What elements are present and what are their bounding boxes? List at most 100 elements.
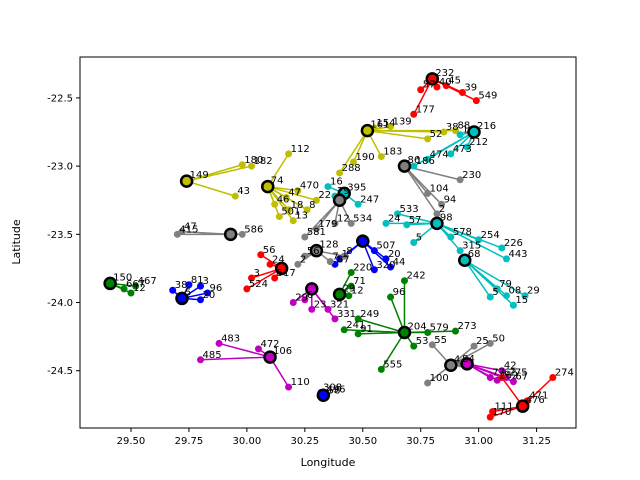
data-point: [502, 292, 510, 300]
data-point-label: 12: [337, 213, 350, 224]
data-point: [447, 233, 455, 241]
data-point: [447, 150, 455, 158]
data-point-label: 321: [330, 299, 349, 310]
data-point: [340, 252, 348, 260]
data-point: [424, 135, 432, 143]
cluster-hub: [179, 174, 194, 188]
data-point-label: 42: [504, 361, 517, 372]
data-point-label: 104: [430, 183, 449, 194]
cluster-hub: [457, 253, 472, 267]
data-point: [489, 408, 497, 416]
data-point-label: 275: [508, 368, 527, 379]
data-point-label: 1: [462, 125, 468, 136]
data-point: [442, 82, 450, 90]
data-point: [331, 219, 339, 227]
data-point: [312, 225, 320, 233]
cluster-edge: [304, 199, 341, 238]
x-tick-label: 31.00: [464, 436, 493, 447]
data-point: [377, 153, 385, 161]
data-point-label: 81: [191, 275, 204, 286]
data-point: [472, 97, 480, 105]
cluster-edge: [436, 222, 503, 249]
data-point-label: 08: [508, 286, 521, 297]
data-point: [387, 123, 395, 131]
data-point: [248, 162, 256, 170]
data-point-label: 67: [515, 372, 528, 383]
data-point: [486, 374, 494, 382]
data-point: [549, 374, 557, 382]
cluster-edge: [186, 165, 252, 182]
data-point: [424, 329, 432, 337]
data-point: [271, 200, 279, 208]
data-point: [521, 292, 529, 300]
data-point-label: 182: [254, 156, 273, 167]
data-point-label: 483: [221, 333, 240, 344]
cluster-hub-label: 68: [468, 249, 481, 260]
cluster-edge: [200, 356, 271, 361]
data-point-label: 179: [318, 219, 337, 230]
data-point-label: 220: [353, 263, 372, 274]
data-point-label: 320: [376, 260, 395, 271]
data-point-label: 47: [288, 187, 301, 198]
data-point-label: 241: [346, 320, 365, 331]
data-point-label: 8: [309, 200, 315, 211]
data-point-label: 667: [126, 279, 145, 290]
cluster-hub: [397, 159, 412, 173]
data-point-label: 578: [453, 227, 472, 238]
data-point-label: 331: [337, 309, 356, 320]
data-point-label: 7: [332, 252, 338, 263]
data-point: [458, 88, 466, 96]
data-point: [451, 127, 459, 135]
cluster-hub: [223, 227, 238, 242]
data-point: [486, 293, 494, 301]
data-point: [231, 192, 239, 200]
cluster-edge: [338, 130, 369, 174]
data-point-label: 43: [237, 186, 250, 197]
data-point: [257, 251, 265, 259]
data-point: [456, 131, 464, 139]
cluster-hub: [425, 72, 440, 86]
data-point: [336, 169, 344, 177]
data-point: [377, 365, 385, 373]
plot-frame: [79, 56, 577, 429]
data-point-label: 46: [277, 194, 290, 205]
cluster-edge: [413, 131, 475, 167]
data-point: [509, 301, 517, 309]
cluster-edge: [431, 78, 477, 102]
data-point: [354, 200, 362, 208]
data-point: [498, 244, 506, 252]
data-point: [410, 110, 418, 118]
data-point: [294, 187, 302, 195]
data-point: [382, 255, 390, 263]
data-point-label: 44: [393, 257, 406, 268]
data-point: [438, 200, 446, 208]
cluster-hub: [309, 243, 324, 258]
data-point-label: 254: [481, 230, 500, 241]
data-point-label: 3: [203, 276, 209, 287]
data-point: [243, 285, 251, 293]
data-point: [324, 305, 332, 313]
cluster-hub-label: 86: [407, 155, 420, 166]
y-tick-label: -24.5: [47, 366, 73, 377]
data-point: [456, 247, 464, 255]
data-point: [347, 219, 355, 227]
data-point: [400, 277, 408, 285]
cluster-edge: [464, 259, 526, 297]
cluster-edge: [403, 165, 438, 215]
data-point: [271, 274, 279, 282]
data-point: [433, 83, 441, 91]
data-point-label: 581: [307, 227, 326, 238]
data-point-label: 20: [388, 249, 401, 260]
data-point-label: 273: [457, 321, 476, 332]
data-point-label: 87: [337, 254, 350, 265]
x-axis-label: Longitude: [301, 456, 356, 469]
cluster-hub: [305, 282, 319, 296]
cluster-hub: [467, 125, 481, 139]
data-point-label: 62: [504, 368, 517, 379]
data-point: [312, 196, 320, 204]
cluster-hub: [103, 276, 117, 291]
data-point-label: 71: [353, 276, 366, 287]
data-point-label: 12: [133, 283, 146, 294]
data-point-label: 501: [281, 207, 300, 218]
data-point: [248, 274, 256, 282]
